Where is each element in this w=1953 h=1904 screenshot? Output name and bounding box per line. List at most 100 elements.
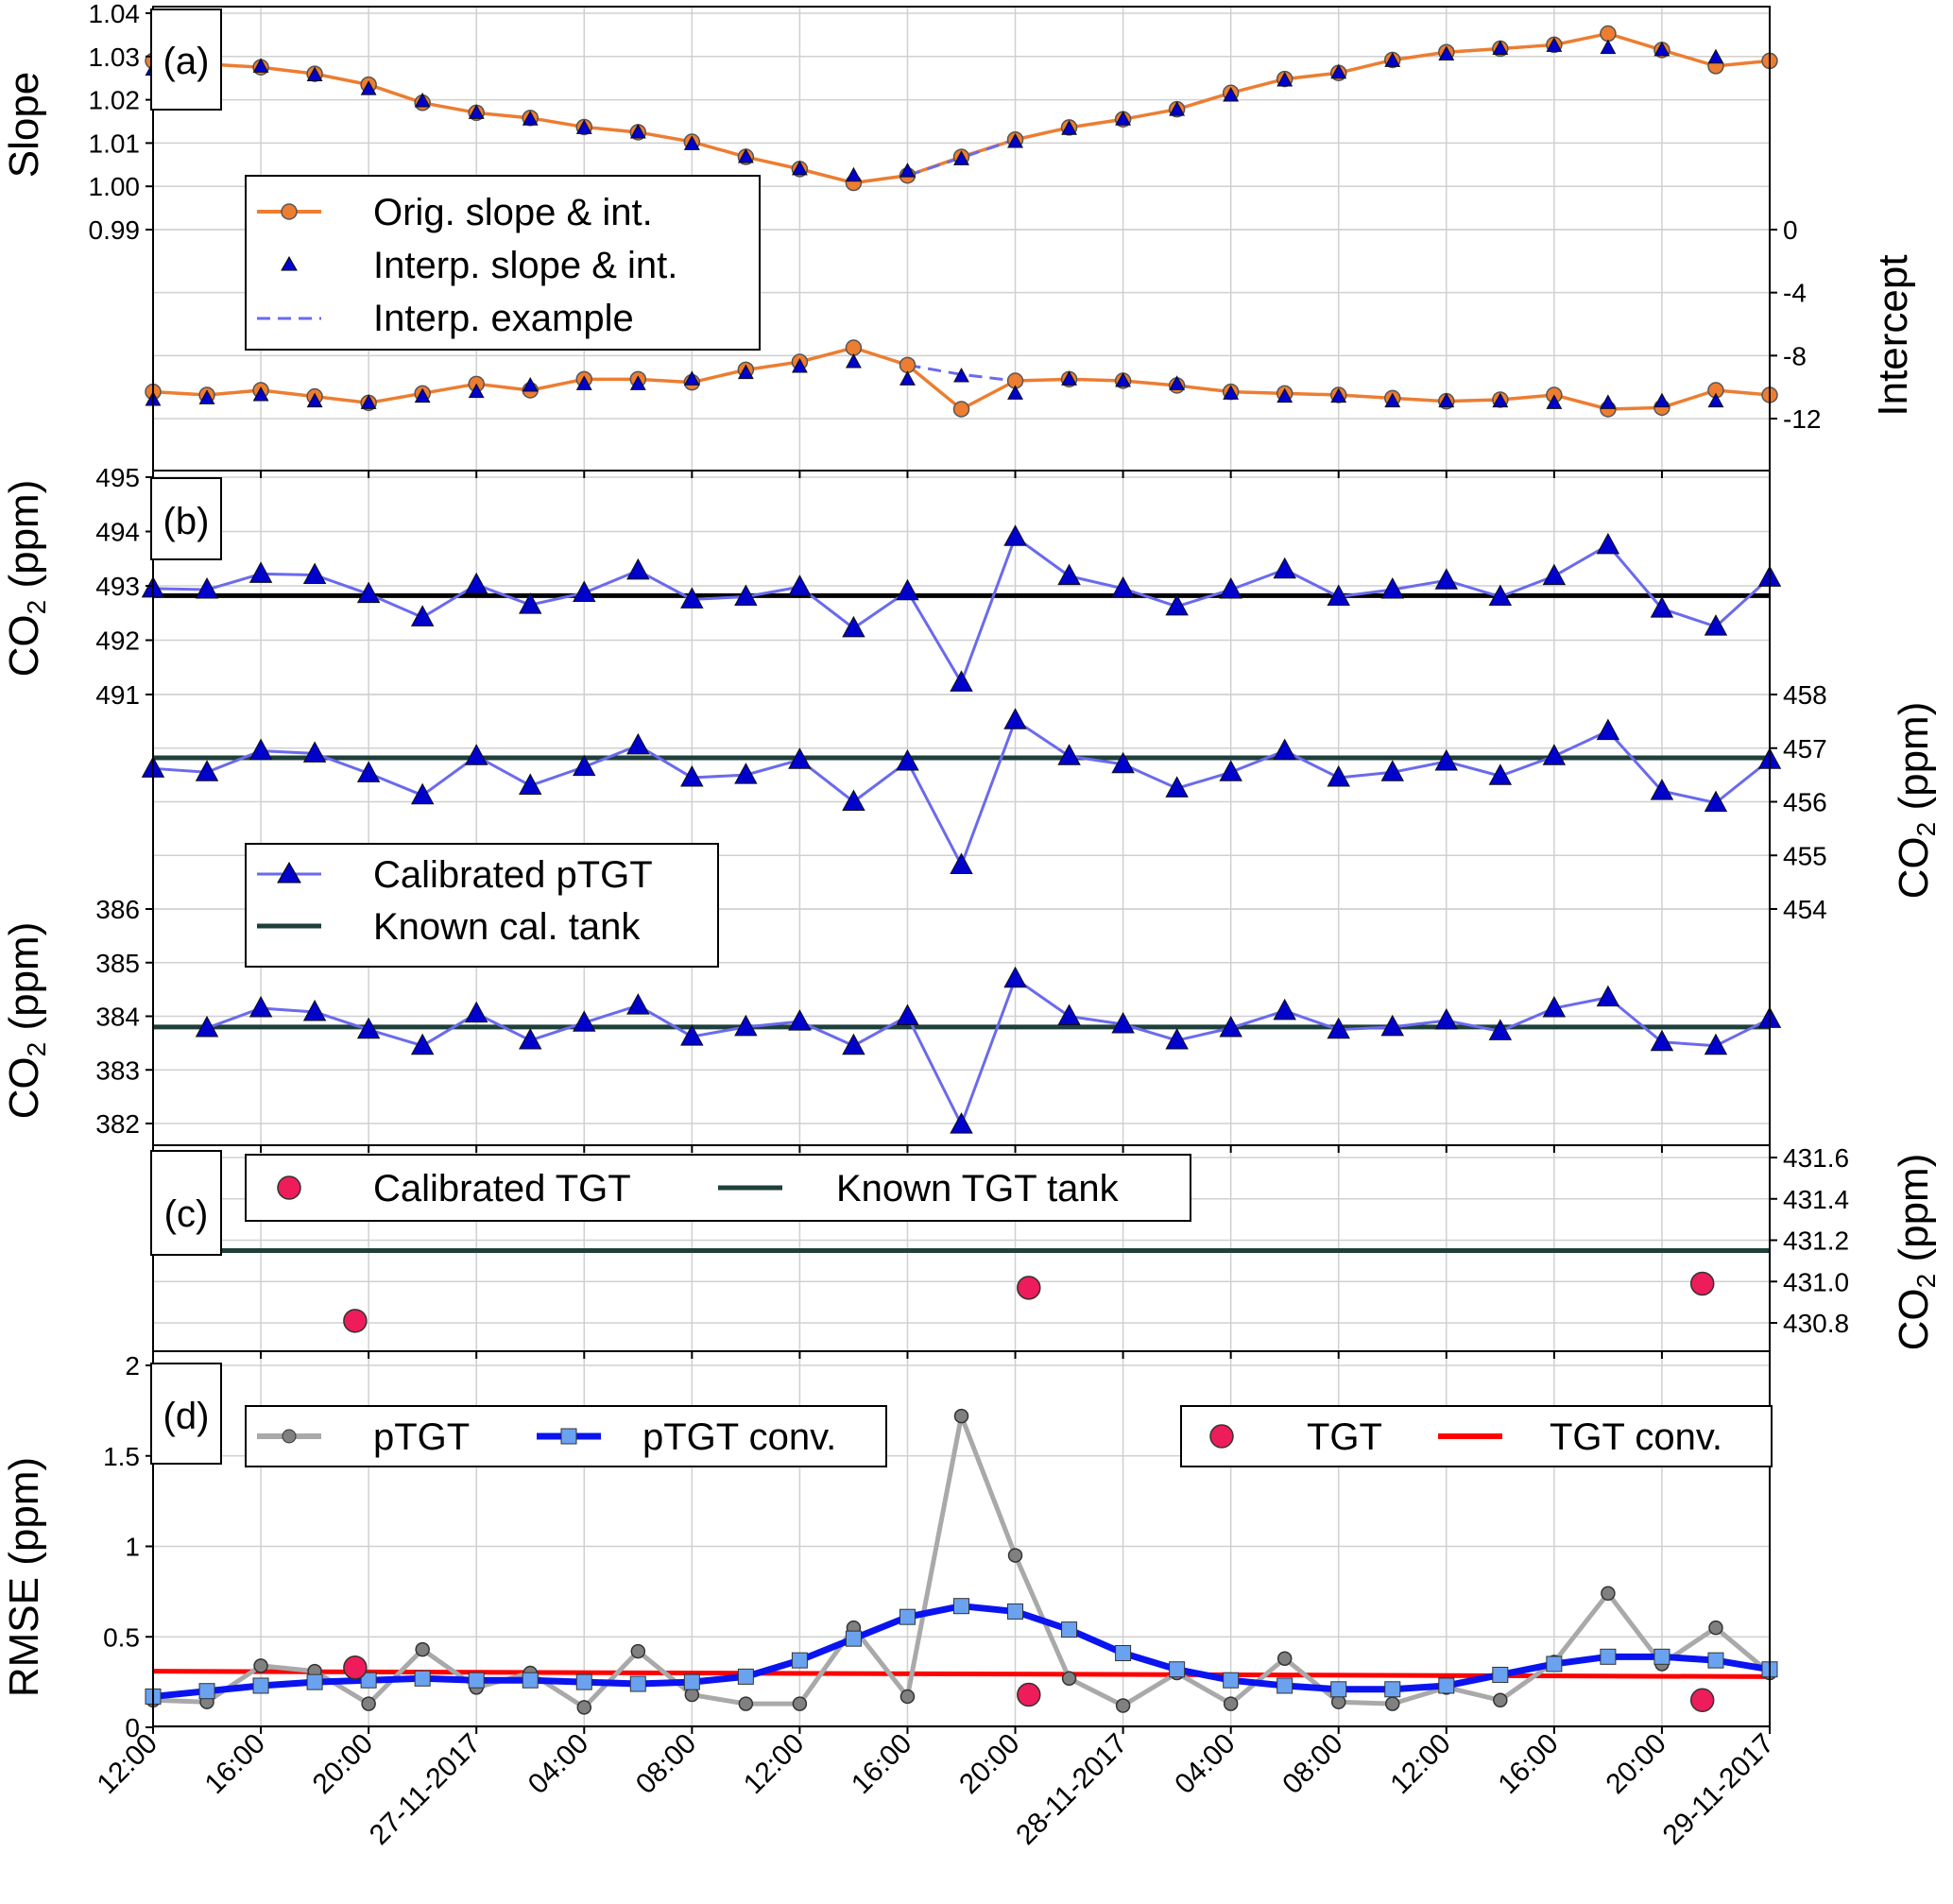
pTGT-conv-point <box>953 1598 969 1615</box>
slope-interp-point <box>1007 132 1023 148</box>
pTGT-conv-point <box>683 1673 700 1690</box>
x-tick-label: 04:00 <box>523 1728 594 1800</box>
panel-a-y-tick-label: 1.00 <box>89 172 141 201</box>
panel-d-y-tick-label: 0.5 <box>103 1622 140 1652</box>
calibrated-pTGT-point <box>1542 744 1567 765</box>
calibrated-pTGT-point <box>248 561 273 583</box>
calibrated-pTGT-line <box>152 535 1772 684</box>
panel-c-right-y-tick-label: 430.8 <box>1783 1309 1849 1338</box>
pTGT-rmse-point <box>792 1696 808 1711</box>
panel-a-right-y-tick-label: 0 <box>1783 215 1798 245</box>
slope-interp-point <box>629 123 646 139</box>
calibrated-pTGT-point <box>356 581 381 604</box>
calibrated-pTGT-point <box>1434 748 1459 771</box>
calibrated-pTGT-line <box>206 977 1771 1126</box>
intercept-interp-point <box>1384 392 1401 408</box>
calibrated-pTGT-point <box>1057 1003 1081 1025</box>
calibrated-pTGT-point <box>464 1001 488 1023</box>
calibrated-pTGT-point <box>1219 1015 1242 1038</box>
calibrated-pTGT-point <box>195 576 219 599</box>
panel-d-legend-left: pTGT pTGT conv. <box>245 1405 887 1467</box>
pTGT-conv-point <box>1546 1655 1563 1672</box>
pTGT-conv-point <box>1007 1603 1024 1620</box>
intercept-interp-point <box>1492 392 1509 408</box>
panel-a-y-tick-label: 1.03 <box>89 43 141 72</box>
panel-b-lower-y-tick-label: 382 <box>95 1109 140 1139</box>
TGT-rmse-point <box>343 1655 368 1680</box>
legend-orig-marker <box>281 203 298 220</box>
intercept-interp-point <box>1061 370 1078 386</box>
panel-a-label-box <box>150 9 222 111</box>
x-tick-label: 08:00 <box>630 1728 702 1800</box>
calibrated-pTGT-point <box>1650 596 1674 618</box>
panel-d-y-tick-label: 1 <box>125 1533 140 1562</box>
legend-pTGT-conv-label: pTGT conv. <box>642 1416 836 1458</box>
calibrated-pTGT-point <box>1165 1027 1189 1050</box>
panel-frame <box>152 470 1771 1146</box>
slope-orig-point <box>1600 25 1617 43</box>
calibrated-pTGT-point <box>1650 1029 1674 1052</box>
panel-c-right-axis-title: CO2 (ppm) <box>1891 1154 1941 1351</box>
calibrated-pTGT-point <box>1488 1019 1513 1040</box>
panel-b-right-y-tick-label: 458 <box>1783 680 1827 710</box>
calibrated-pTGT-point <box>1434 568 1459 590</box>
legend-pTGT-marker <box>277 861 301 883</box>
panel-c-label-box <box>150 1150 222 1256</box>
pTGT-rmse-point <box>1115 1698 1131 1713</box>
panel-c-right-y-tick-label: 431.6 <box>1783 1143 1849 1173</box>
calibrated-pTGT-point <box>788 575 812 596</box>
panel-b-y-tick-label: 493 <box>95 572 140 601</box>
calibrated-pTGT-point <box>464 744 488 765</box>
panel-b-right-y-tick-label: 455 <box>1783 841 1827 870</box>
pTGT-conv-point <box>198 1683 215 1700</box>
panel-b-right-y-tick-label: 457 <box>1783 734 1827 763</box>
slope-interp-point <box>1223 86 1240 102</box>
pTGT-conv-point <box>522 1672 539 1689</box>
intercept-interp-point <box>198 389 215 404</box>
calibrated-pTGT-point <box>573 754 596 777</box>
calibrated-pTGT-point <box>573 580 596 602</box>
intercept-interp-point <box>1653 392 1670 408</box>
calibrated-pTGT-point <box>680 764 704 787</box>
legend-orig-label: Orig. slope & int. <box>373 192 653 233</box>
calibrated-pTGT-point <box>1057 563 1081 586</box>
slope-interp-point <box>360 80 377 95</box>
pTGT-conv-point <box>360 1672 377 1689</box>
panel-d-y-tick-label: 2 <box>125 1351 140 1381</box>
slope-interp-point <box>1546 37 1563 52</box>
slope-interp-point <box>1115 111 1132 126</box>
pTGT-rmse-point <box>630 1643 646 1659</box>
calibrated-pTGT-point <box>248 995 273 1018</box>
pTGT-rmse-point <box>361 1696 376 1711</box>
calibrated-pTGT-point <box>626 557 650 580</box>
panel-c-right-y-tick-label: 431.0 <box>1783 1267 1849 1296</box>
pTGT-rmse-point <box>415 1641 430 1657</box>
calibrated-pTGT-point <box>896 748 919 771</box>
legend-TGT-marker <box>277 1175 301 1200</box>
intercept-interp-point <box>522 376 539 392</box>
x-tick-label: 08:00 <box>1276 1728 1348 1800</box>
slope-interp-point <box>306 66 323 81</box>
panel-b-right-axis-title: CO2 (ppm) <box>1891 702 1941 900</box>
calibrated-pTGT-point <box>518 592 542 614</box>
pTGT-conv-point <box>1169 1661 1186 1678</box>
legend-interp-label: Interp. slope & int. <box>373 245 677 286</box>
legend-interp-marker <box>281 255 298 271</box>
calibrated-pTGT-point <box>1596 718 1620 741</box>
calibrated-pTGT-point <box>950 1112 973 1134</box>
calibrated-pTGT-point <box>1273 557 1296 579</box>
calibrated-pTGT-point <box>950 670 973 692</box>
pTGT-rmse-point <box>1061 1671 1077 1687</box>
calibrated-pTGT-point <box>1273 738 1296 761</box>
pTGT-rmse-point <box>738 1696 754 1711</box>
pTGT-conv-point <box>1438 1677 1455 1694</box>
calibrated-pTGT-point <box>842 615 865 638</box>
calibrated-pTGT-point <box>1488 584 1513 606</box>
slope-interp-example-line <box>906 138 1017 178</box>
panel-b-legend: Calibrated pTGT Known cal. tank <box>245 843 719 968</box>
legend-TGT-conv-label: TGT conv. <box>1550 1416 1722 1458</box>
slope-interp-point <box>252 58 269 73</box>
slope-interp-point <box>468 104 485 119</box>
slope-interp-point <box>1169 101 1186 116</box>
calibrated-pTGT-point <box>950 852 973 874</box>
